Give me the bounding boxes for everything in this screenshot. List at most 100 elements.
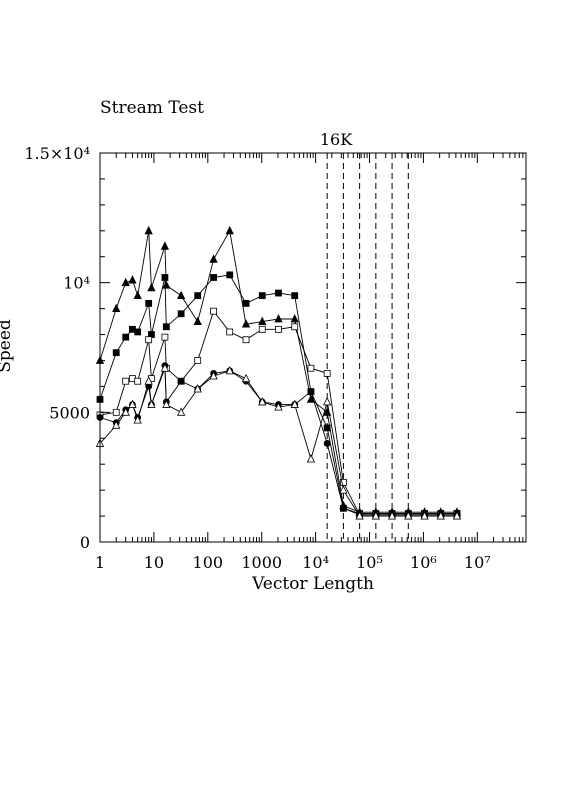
- x-tick-label: 10⁷: [464, 553, 491, 572]
- data-point: [291, 292, 299, 300]
- data-point: [290, 399, 299, 408]
- data-point: [193, 316, 202, 325]
- data-point: [323, 397, 332, 406]
- data-point: [241, 319, 251, 328]
- data-point: [134, 377, 142, 385]
- data-point: [162, 280, 171, 289]
- data-point: [242, 336, 250, 344]
- data-point: [147, 399, 156, 408]
- data-point: [241, 373, 251, 383]
- data-point: [420, 511, 429, 520]
- annotation-16k: 16K: [320, 130, 353, 149]
- x-tick-label: 1: [95, 553, 105, 572]
- plot-frame: [99, 152, 527, 543]
- series-open-square: [96, 307, 461, 519]
- x-tick-label: 1000: [241, 553, 282, 572]
- series-filled-square: [96, 271, 461, 517]
- data-point: [177, 377, 185, 385]
- data-point: [258, 325, 266, 333]
- series-line: [99, 310, 457, 516]
- data-point: [144, 376, 153, 385]
- data-point: [323, 440, 331, 447]
- data-point: [210, 307, 217, 315]
- data-point: [128, 399, 137, 408]
- y-tick-label: 0: [80, 533, 90, 552]
- y-axis-label: Speed: [0, 319, 15, 373]
- data-point: [162, 399, 171, 408]
- y-tick-label: 10⁴: [63, 274, 90, 293]
- data-point: [258, 316, 267, 325]
- data-point: [161, 274, 169, 281]
- data-point: [133, 415, 142, 424]
- data-point: [145, 336, 153, 344]
- data-point: [306, 454, 316, 463]
- data-point: [162, 323, 170, 331]
- data-point: [452, 511, 462, 520]
- data-point: [112, 349, 120, 357]
- x-tick-labels: 1 10 100 1000 10⁴ 10⁵ 10⁶ 10⁷: [95, 553, 491, 572]
- data-point: [291, 323, 299, 331]
- data-point: [258, 397, 267, 406]
- data-point: [210, 274, 217, 281]
- data-point: [307, 364, 315, 372]
- data-point: [176, 290, 186, 300]
- data-point: [290, 314, 299, 323]
- data-point: [226, 271, 234, 279]
- axis-ticks: [99, 152, 527, 543]
- series-layer: [95, 225, 462, 520]
- data-point: [134, 328, 142, 336]
- data-point: [145, 300, 153, 307]
- data-point: [112, 408, 120, 416]
- data-point: [225, 225, 234, 235]
- series-line: [99, 274, 457, 514]
- data-point: [194, 292, 202, 300]
- x-tick-label: 10⁶: [410, 553, 437, 572]
- data-point: [306, 394, 316, 403]
- y-tick-label: 5000: [49, 403, 90, 422]
- data-point: [144, 225, 153, 235]
- data-point: [323, 424, 331, 432]
- data-point: [436, 511, 445, 520]
- data-point: [371, 511, 380, 520]
- chart-title: Stream Test: [100, 98, 204, 118]
- data-point: [274, 314, 283, 323]
- data-point: [133, 290, 142, 300]
- data-point: [122, 377, 130, 385]
- data-point: [339, 485, 348, 494]
- data-point: [176, 407, 186, 416]
- y-tick-label: 1.5×10⁴: [24, 144, 90, 163]
- data-point: [275, 289, 282, 297]
- data-point: [160, 363, 170, 372]
- data-point: [128, 275, 137, 284]
- data-point: [323, 370, 331, 377]
- data-point: [258, 292, 266, 300]
- series-filled-circle: [96, 362, 461, 519]
- data-point: [160, 241, 170, 250]
- data-point: [161, 333, 169, 341]
- x-tick-label: 10: [144, 553, 164, 572]
- data-point: [387, 511, 397, 520]
- vertical-dashed-lines: [326, 153, 409, 542]
- data-point: [307, 388, 315, 395]
- data-point: [339, 504, 347, 512]
- data-point: [355, 511, 364, 520]
- series-line: [99, 365, 457, 516]
- data-point: [177, 310, 185, 318]
- data-point: [194, 357, 202, 364]
- data-point: [404, 511, 413, 520]
- data-point: [193, 384, 202, 393]
- series-open-triangle: [95, 363, 462, 520]
- data-point: [274, 402, 283, 411]
- data-point: [112, 303, 121, 313]
- data-point: [242, 300, 250, 307]
- series-line: [99, 368, 457, 517]
- data-point: [122, 333, 130, 341]
- data-point: [209, 254, 218, 263]
- data-point: [147, 282, 156, 292]
- x-tick-label: 10⁵: [356, 553, 383, 572]
- x-axis-label: Vector Length: [251, 574, 374, 594]
- data-point: [112, 420, 121, 429]
- x-tick-label: 10⁴: [302, 553, 329, 572]
- data-point: [121, 407, 130, 416]
